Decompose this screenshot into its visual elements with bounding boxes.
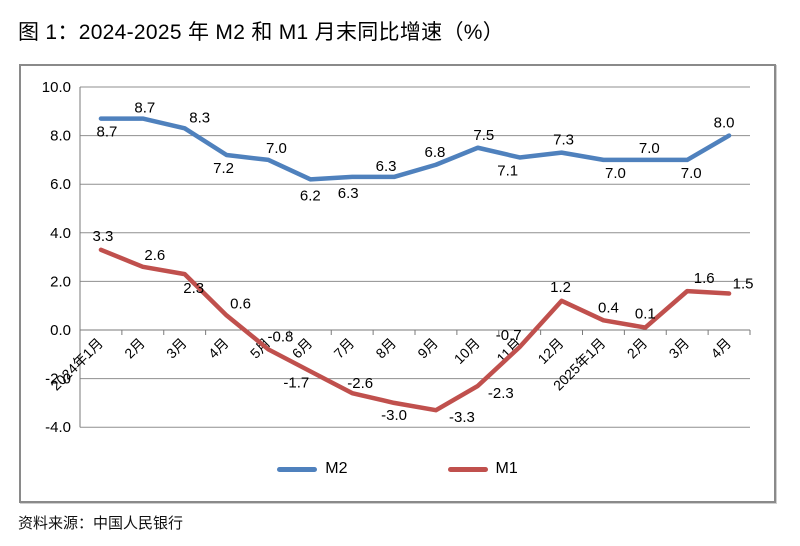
svg-text:10.0: 10.0 bbox=[42, 79, 71, 96]
svg-text:1.5: 1.5 bbox=[733, 276, 754, 293]
svg-text:2月: 2月 bbox=[121, 335, 148, 362]
svg-text:2.6: 2.6 bbox=[144, 247, 165, 264]
svg-text:4.0: 4.0 bbox=[50, 225, 71, 242]
m1-data-labels: 3.3 2.6 2.3 0.6 -0.8 -1.7 -2.6 -3.0 -3.3 -2.3 -0.7… bbox=[93, 228, 754, 426]
svg-text:9月: 9月 bbox=[414, 335, 441, 362]
svg-text:6.8: 6.8 bbox=[425, 144, 446, 161]
svg-text:7.0: 7.0 bbox=[605, 165, 626, 182]
svg-text:0.0: 0.0 bbox=[50, 322, 71, 339]
gridlines bbox=[80, 86, 750, 428]
svg-text:-0.8: -0.8 bbox=[268, 328, 294, 345]
m2-data-labels: 8.7 8.7 8.3 7.2 7.0 6.2 6.3 6.3 6.8 7.5 7.1 7.3 7.0 7… bbox=[97, 100, 735, 205]
chart-legend: M2 M1 bbox=[21, 460, 774, 478]
svg-text:6.2: 6.2 bbox=[300, 187, 321, 204]
svg-text:8.7: 8.7 bbox=[97, 124, 118, 141]
svg-text:2.0: 2.0 bbox=[50, 273, 71, 290]
svg-text:-0.7: -0.7 bbox=[496, 327, 522, 344]
m2-line bbox=[98, 116, 732, 182]
svg-text:7.3: 7.3 bbox=[553, 132, 574, 149]
svg-text:7.5: 7.5 bbox=[473, 127, 494, 144]
y-axis-labels: 10.0 8.0 6.0 4.0 2.0 0.0 -2.0 -4.0 bbox=[42, 79, 71, 436]
svg-text:8月: 8月 bbox=[372, 335, 399, 362]
svg-text:6.0: 6.0 bbox=[50, 176, 71, 193]
chart-frame: 10.0 8.0 6.0 4.0 2.0 0.0 -2.0 -4.0 2024年1月 2月 3月 4月… bbox=[19, 64, 776, 503]
svg-text:0.6: 0.6 bbox=[230, 295, 251, 312]
legend-label-m2: M2 bbox=[325, 460, 348, 477]
svg-text:2月: 2月 bbox=[624, 335, 651, 362]
svg-text:3月: 3月 bbox=[163, 335, 190, 362]
svg-text:2.3: 2.3 bbox=[183, 280, 204, 297]
svg-text:3月: 3月 bbox=[666, 335, 693, 362]
svg-text:7.0: 7.0 bbox=[639, 140, 660, 157]
svg-text:3.3: 3.3 bbox=[93, 228, 114, 245]
svg-text:7月: 7月 bbox=[331, 335, 358, 362]
svg-text:6.3: 6.3 bbox=[338, 185, 359, 202]
svg-text:7.0: 7.0 bbox=[681, 165, 702, 182]
svg-text:0.1: 0.1 bbox=[635, 306, 656, 323]
source-note: 资料来源：中国人民银行 bbox=[18, 515, 184, 532]
svg-text:-3.3: -3.3 bbox=[449, 409, 475, 426]
svg-text:1.6: 1.6 bbox=[694, 270, 715, 287]
legend-item-m1: M1 bbox=[447, 460, 518, 478]
svg-text:6.3: 6.3 bbox=[376, 158, 397, 175]
svg-text:4月: 4月 bbox=[707, 335, 734, 362]
figure-title: 图 1：2024-2025 年 M2 和 M1 月末同比增速（%） bbox=[18, 21, 505, 44]
svg-text:8.7: 8.7 bbox=[134, 100, 155, 117]
x-axis-ticks bbox=[79, 330, 751, 335]
m2-line-swatch bbox=[277, 466, 318, 472]
m1-line-swatch bbox=[447, 466, 488, 472]
svg-text:7.2: 7.2 bbox=[213, 160, 234, 177]
svg-text:0.4: 0.4 bbox=[598, 299, 619, 316]
m1-line bbox=[98, 247, 732, 413]
svg-text:10月: 10月 bbox=[451, 335, 483, 367]
svg-text:-2.3: -2.3 bbox=[488, 385, 514, 402]
svg-text:-2.0: -2.0 bbox=[45, 371, 71, 388]
svg-text:8.0: 8.0 bbox=[50, 128, 71, 145]
svg-text:4月: 4月 bbox=[205, 335, 232, 362]
svg-text:2024年1月: 2024年1月 bbox=[47, 335, 106, 394]
svg-text:7.1: 7.1 bbox=[497, 162, 518, 179]
svg-text:-3.0: -3.0 bbox=[381, 407, 407, 424]
svg-text:-4.0: -4.0 bbox=[45, 419, 71, 436]
line-chart: 10.0 8.0 6.0 4.0 2.0 0.0 -2.0 -4.0 2024年1月 2月 3月 4月… bbox=[42, 79, 754, 436]
svg-text:-1.7: -1.7 bbox=[283, 374, 309, 391]
legend-item-m2: M2 bbox=[277, 460, 348, 478]
svg-text:7.0: 7.0 bbox=[266, 140, 287, 157]
svg-text:8.0: 8.0 bbox=[714, 115, 735, 132]
svg-text:1.2: 1.2 bbox=[550, 279, 571, 296]
legend-label-m1: M1 bbox=[495, 460, 518, 477]
svg-text:-2.6: -2.6 bbox=[347, 375, 373, 392]
svg-text:8.3: 8.3 bbox=[189, 109, 210, 126]
svg-text:12月: 12月 bbox=[534, 335, 566, 367]
